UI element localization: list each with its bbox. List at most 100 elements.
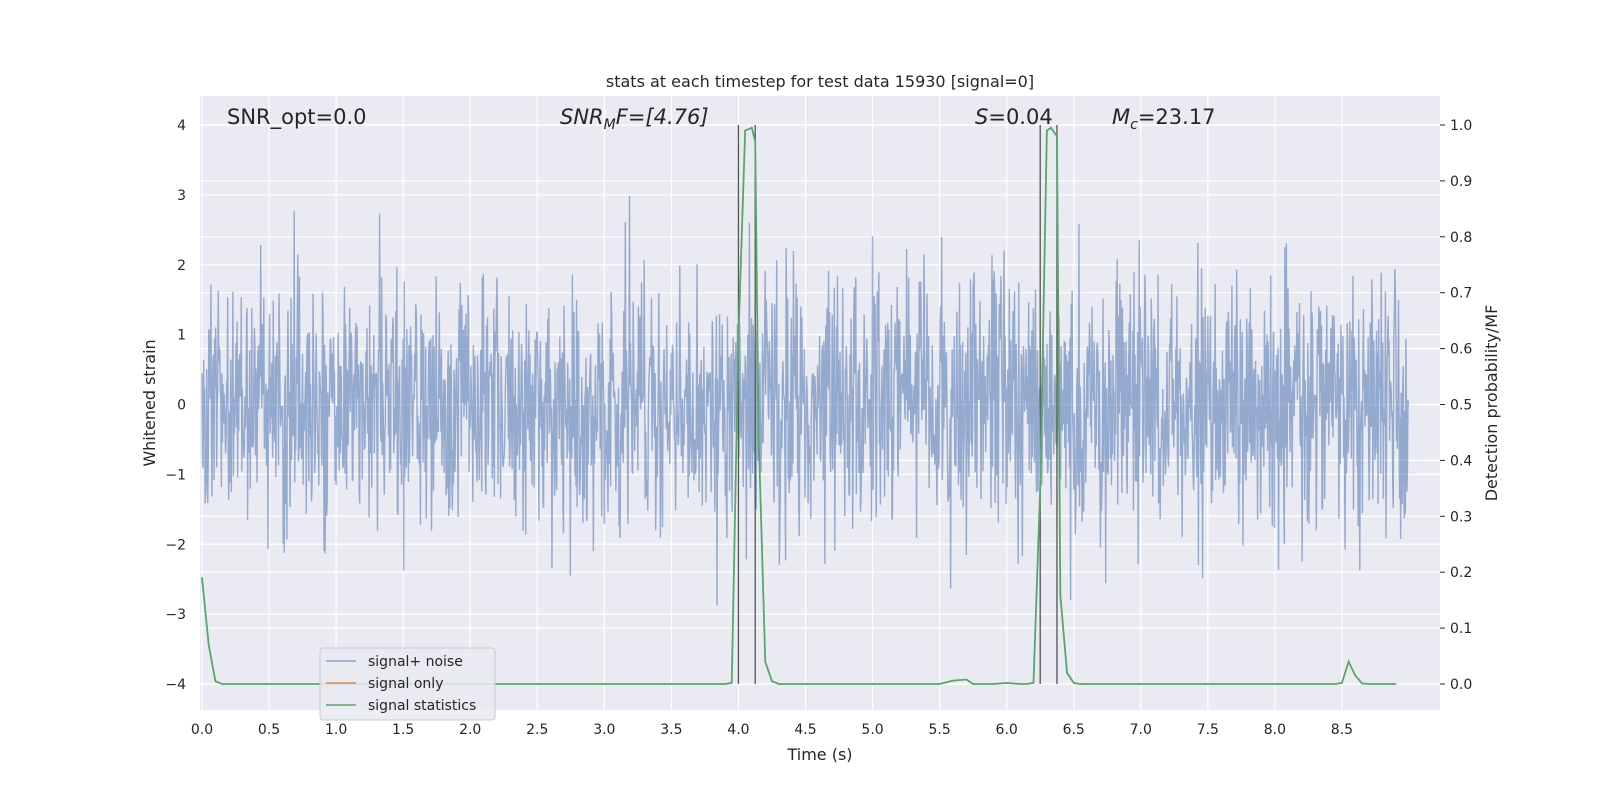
y-tick-label: 1 [177,328,186,344]
statistics-point [228,683,230,685]
statistics-point [1381,683,1383,685]
x-tick-label: 2.0 [459,722,481,738]
statistics-point [804,683,807,685]
legend-box [319,647,496,721]
x-tick-label: 6.0 [996,722,1018,738]
x-tick-label: 3.5 [660,722,682,738]
statistics-point [952,679,954,682]
statistics-point [777,683,780,685]
x-tick-label: 5.5 [928,722,950,738]
statistics-point [730,682,733,684]
y-tick-label: 3 [177,188,186,204]
x-tick-label: 0.0 [191,722,213,738]
x-tick-label: 5.0 [861,722,883,738]
legend-label-signal-statistics: signal statistics [368,698,476,714]
x-tick-label: 8.5 [1331,722,1353,738]
statistics-point [1025,683,1028,685]
y-tick-label: −1 [165,467,186,483]
statistics-point [724,683,726,685]
y2-tick-label: 1.0 [1450,118,1472,134]
y-tick-label: 4 [177,118,186,134]
statistics-point [1066,672,1068,674]
y-tick-label: −3 [165,607,186,623]
x-tick-label: 1.0 [325,722,347,738]
statistics-point [1039,487,1041,490]
y-tick-label: 0 [177,398,186,414]
x-axis-label: Time (s) [786,745,852,764]
x-tick-label: 7.5 [1197,722,1219,738]
statistics-point [1086,683,1088,685]
y2-tick-label: 0.2 [1450,565,1472,581]
statistics-point [536,683,539,685]
y-tick-label: −2 [165,537,186,553]
statistics-point [972,683,974,685]
y2-tick-label: 0.6 [1450,342,1472,358]
statistics-point [1056,135,1058,137]
statistics-line [201,126,1396,685]
statistics-point [1394,683,1397,685]
statistics-point [268,683,270,685]
statistics-point [1046,129,1048,132]
legend-label-signal-plus-noise: signal+ noise [368,654,463,670]
y2-tick-label: 0.5 [1450,398,1472,414]
statistics-point [1032,682,1035,684]
statistics-point [992,683,995,685]
statistics-point [214,680,217,683]
statistics-point [1347,660,1350,663]
statistics-point [207,644,210,646]
noise-trace [201,195,1410,606]
y2-tick-label: 0.8 [1450,230,1472,246]
x-tick-label: 0.5 [258,722,280,738]
statistics-point [1050,126,1052,129]
statistics-point [1059,593,1062,596]
statistics-point [670,683,673,685]
y2-tick-label: 0.9 [1450,174,1472,190]
statistics-point [771,680,773,683]
statistics-point [1072,682,1075,684]
statistics-point [979,683,981,685]
statistics-point [221,683,223,685]
statistics-point [1005,682,1008,684]
statistics-point [603,683,606,685]
statistics-point [871,683,874,685]
x-tick-label: 2.5 [526,722,548,738]
statistics-point [1207,683,1209,685]
annotation-mc: Mc=23.17 [1112,105,1216,133]
statistics-point [201,576,203,579]
statistics-point [1079,683,1082,685]
legend-label-signal-only: signal only [368,676,443,692]
statistics-point [751,126,753,129]
axis-ticks: 0.0 0.5 1.0 1.5 2.0 2.5 3.0 3.5 4.0 4.5 5.0 5.5 6.0 6… [165,118,1472,738]
statistics-point [1274,683,1276,685]
statistics-point [965,678,968,681]
annotation-snr-mf: SNRMF=[4.76] [560,105,709,133]
y2-tick-label: 0.7 [1450,286,1472,302]
x-tick-label: 7.0 [1130,722,1152,738]
statistics-point [757,431,760,434]
statistics-point [764,660,767,663]
x-tick-label: 3.0 [593,722,615,738]
statistics-point [1367,683,1370,685]
statistics-point [754,140,757,143]
statistics-point [1019,683,1021,685]
statistics-point [1334,683,1337,685]
statistics-point [1341,682,1343,684]
signal-plus-noise-series [201,195,1410,606]
statistics-point [1139,683,1142,685]
chart-title: stats at each timestep for test data 159… [606,72,1034,91]
x-tick-label: 8.0 [1264,722,1286,738]
x-tick-label: 1.5 [392,722,414,738]
annotation-s: S=0.04 [975,105,1053,129]
y2-axis-label: Detection probability/MF [1482,305,1501,502]
y-tick-label: 2 [177,258,186,274]
x-tick-label: 4.0 [727,722,749,738]
legend: signal+ noise signal only signal statist… [319,647,496,721]
y2-tick-label: 0.4 [1450,453,1472,469]
statistics-point [1361,682,1363,685]
statistics-point [744,129,746,132]
y-tick-label: −4 [165,677,186,693]
statistics-point [737,336,740,339]
x-tick-label: 4.5 [794,722,816,738]
annotation-snr-opt: SNR_opt=0.0 [227,105,367,130]
y2-tick-label: 0.3 [1450,509,1472,525]
